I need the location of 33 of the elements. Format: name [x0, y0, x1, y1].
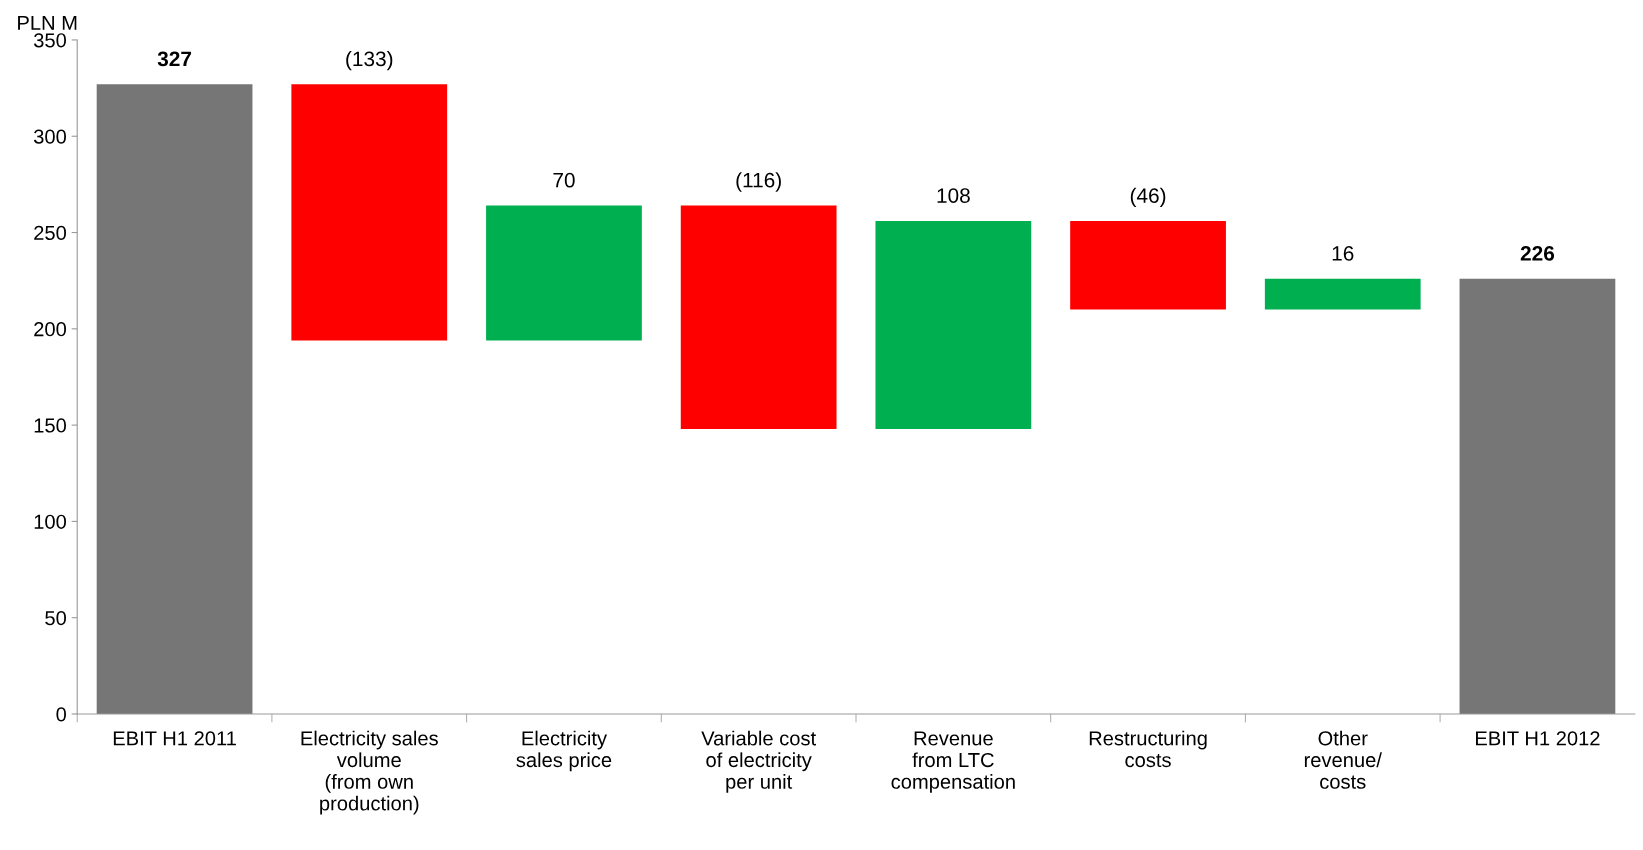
bar	[1459, 278, 1616, 714]
y-tick-label: 300	[33, 129, 67, 144]
bar	[486, 205, 642, 341]
bar	[1070, 220, 1226, 310]
y-tick-label: 200	[34, 322, 67, 337]
data-label: 16	[1332, 246, 1354, 261]
y-tick-label: 100	[34, 514, 67, 529]
data-label: 226	[1520, 246, 1555, 261]
bar	[291, 84, 448, 341]
data-label: 327	[157, 51, 192, 67]
x-tick-label: EBIT H1 2012	[1476, 731, 1600, 746]
y-tick-label: 50	[45, 610, 67, 626]
bar	[96, 84, 253, 714]
x-tick-label: Restructuring costs	[1089, 730, 1207, 768]
y-tick-label: 150	[34, 418, 67, 433]
y-tick-label: 250	[34, 225, 67, 241]
y-tick-label: 0	[56, 707, 67, 722]
data-label: (133)	[346, 50, 393, 71]
x-tick-label: Revenue from LTC compensation	[891, 731, 1015, 793]
y-tick-label: 350	[33, 33, 67, 48]
x-tick-label: Variable cost of electricity per unit	[701, 730, 816, 793]
x-tick-label: Electricity sales volume (from own production)	[301, 730, 438, 815]
data-label: 108	[937, 188, 970, 203]
data-label: (46)	[1130, 187, 1166, 208]
bar	[875, 220, 1032, 429]
bar	[1264, 278, 1421, 310]
bar	[680, 205, 837, 429]
y-axis-title: PLN M	[18, 15, 77, 30]
x-tick-label: EBIT H1 2011	[113, 731, 236, 746]
data-label: 70	[553, 172, 575, 188]
x-tick-label: Other revenue/ costs	[1304, 730, 1382, 789]
data-label: (116)	[736, 172, 781, 192]
x-tick-label: Electricity sales price	[516, 730, 612, 772]
